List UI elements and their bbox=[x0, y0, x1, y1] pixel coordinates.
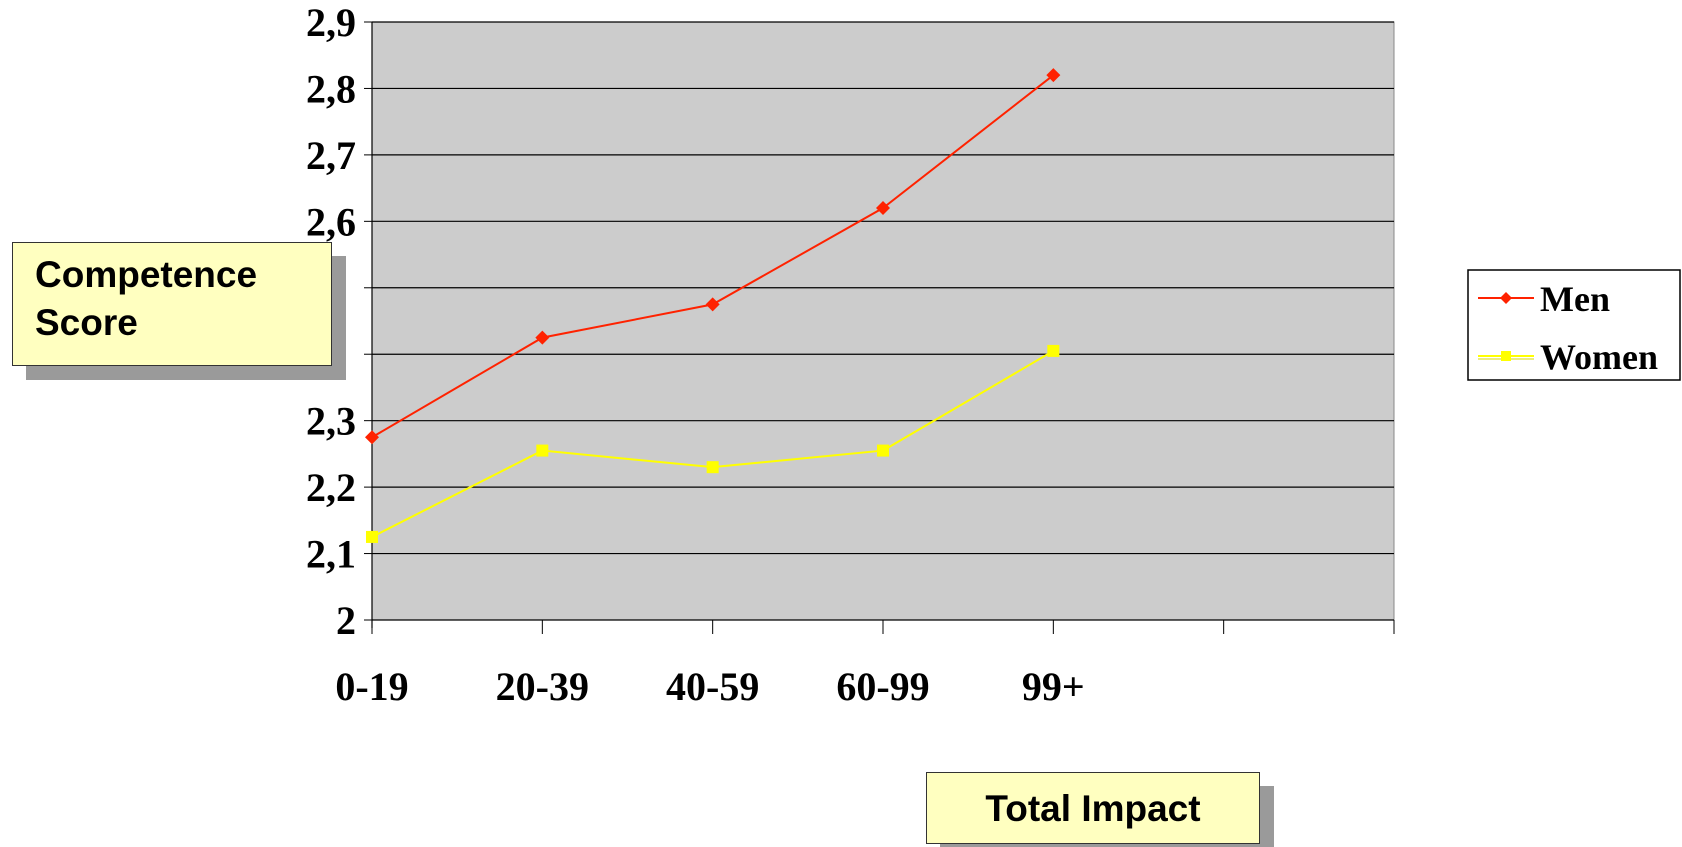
women-data-point bbox=[1047, 344, 1060, 357]
x-tick-label: 60-99 bbox=[836, 664, 929, 709]
y-axis-label: Competence Score bbox=[12, 242, 332, 366]
y-tick-label: 2,3 bbox=[306, 399, 356, 444]
men-data-point bbox=[535, 330, 550, 345]
x-tick-label: 20-39 bbox=[496, 664, 589, 709]
legend: Men Women bbox=[1467, 269, 1681, 381]
legend-women-marker bbox=[1501, 351, 1511, 361]
x-tick-label: 40-59 bbox=[666, 664, 759, 709]
women-data-point bbox=[536, 444, 549, 457]
y-axis-label-line-2: Score bbox=[35, 302, 138, 343]
legend-box bbox=[1467, 269, 1681, 381]
x-axis-label: Total Impact bbox=[926, 772, 1260, 844]
men-data-point bbox=[1046, 68, 1061, 83]
legend-women-label: Women bbox=[1540, 337, 1658, 377]
y-tick-label: 2,9 bbox=[306, 0, 356, 45]
women-data-point bbox=[877, 444, 889, 457]
y-tick-label: 2,2 bbox=[306, 465, 356, 510]
men-data-point bbox=[705, 297, 720, 312]
y-tick-label: 2,7 bbox=[306, 133, 356, 178]
axes bbox=[364, 21, 1395, 634]
men-data-point bbox=[876, 201, 890, 216]
legend-men-label: Men bbox=[1540, 279, 1610, 319]
y-tick-label: 2,6 bbox=[306, 199, 356, 244]
y-axis-label-line-1: Competence bbox=[35, 254, 258, 295]
y-tick-label: 2,1 bbox=[306, 532, 356, 577]
y-tick-label: 2,8 bbox=[306, 66, 356, 111]
x-tick-labels: 0-19 20-39 40-59 60-99 99+ bbox=[335, 664, 1084, 709]
x-tick-label: 0-19 bbox=[335, 664, 408, 709]
x-tick-label: 99+ bbox=[1022, 664, 1085, 709]
gridlines bbox=[372, 21, 1394, 555]
men-data-point bbox=[365, 430, 379, 445]
legend-men-marker bbox=[1500, 292, 1512, 304]
women-data-point bbox=[366, 530, 378, 543]
y-tick-labels: 2 2,1 2,2 2,3 2,6 2,7 2,8 2,9 bbox=[306, 0, 356, 643]
y-tick-label: 2 bbox=[336, 598, 356, 643]
series-layer bbox=[365, 68, 1061, 543]
plot-area bbox=[371, 21, 1395, 621]
women-data-point bbox=[706, 461, 719, 474]
